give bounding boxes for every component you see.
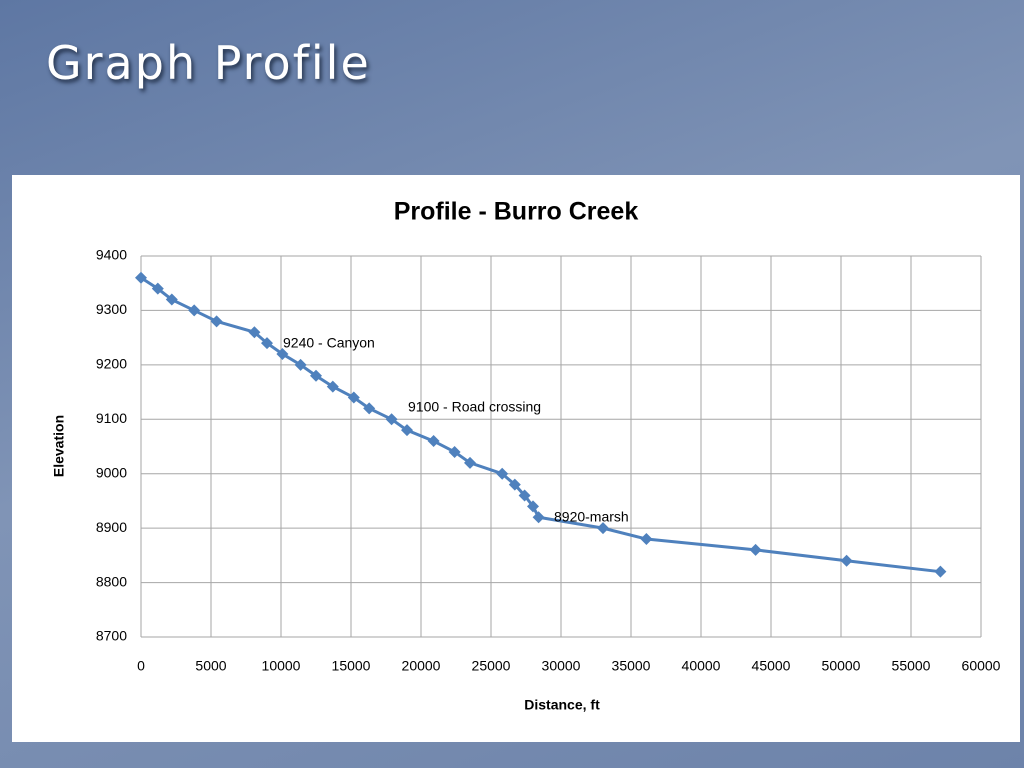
x-tick-label: 20000: [402, 658, 441, 674]
x-tick-label: 60000: [962, 658, 1001, 674]
data-point: [248, 326, 261, 339]
y-tick-label: 8900: [96, 519, 127, 535]
data-point: [210, 315, 223, 328]
data-point: [532, 511, 545, 524]
y-tick-label: 8700: [96, 628, 127, 644]
data-point: [464, 456, 476, 469]
data-point: [135, 271, 147, 284]
x-tick-label: 25000: [472, 658, 511, 674]
chart-title: Profile - Burro Creek: [394, 198, 639, 226]
x-tick-label: 55000: [892, 658, 931, 674]
data-point: [363, 402, 376, 415]
x-axis-label: Distance, ft: [524, 697, 600, 713]
data-point: [934, 565, 947, 578]
data-point: [326, 380, 339, 393]
data-point: [401, 424, 413, 437]
x-tick-label: 45000: [752, 658, 791, 674]
annotation: 9100 - Road crossing: [408, 399, 541, 415]
data-point: [749, 543, 762, 556]
data-point: [385, 413, 398, 426]
data-point: [261, 337, 273, 350]
y-tick-label: 9200: [96, 356, 127, 372]
y-tick-label: 8800: [96, 573, 127, 589]
data-point: [294, 358, 307, 371]
data-point: [310, 369, 322, 382]
data-point: [518, 489, 531, 502]
x-tick-label: 40000: [682, 658, 721, 674]
data-point: [188, 304, 201, 317]
data-point: [165, 293, 178, 306]
x-tick-label: 35000: [612, 658, 651, 674]
y-tick-label: 9000: [96, 464, 127, 480]
annotation: 9240 - Canyon: [283, 335, 375, 351]
data-point: [508, 478, 521, 491]
x-tick-label: 50000: [822, 658, 861, 674]
x-tick-label: 5000: [195, 658, 226, 674]
annotation: 8920-marsh: [554, 509, 629, 525]
data-point: [527, 500, 539, 513]
y-tick-label: 9400: [96, 247, 127, 263]
y-tick-label: 9300: [96, 301, 127, 317]
data-line: [140, 276, 941, 574]
x-tick-label: 10000: [262, 658, 301, 674]
data-point: [276, 347, 289, 360]
data-point: [840, 554, 853, 567]
y-tick-label: 9100: [96, 410, 127, 426]
y-axis-label: Elevation: [51, 415, 67, 477]
x-tick-label: 30000: [542, 658, 581, 674]
data-point: [427, 435, 440, 448]
x-tick-label: 0: [137, 658, 145, 674]
data-point: [640, 533, 653, 546]
data-point: [151, 282, 164, 295]
data-point: [496, 467, 509, 480]
data-point: [448, 445, 461, 458]
x-tick-label: 15000: [332, 658, 371, 674]
data-point: [597, 522, 609, 535]
chart-panel: [12, 175, 1020, 742]
data-point: [347, 391, 360, 404]
slide-title: Graph Profile: [46, 36, 371, 90]
